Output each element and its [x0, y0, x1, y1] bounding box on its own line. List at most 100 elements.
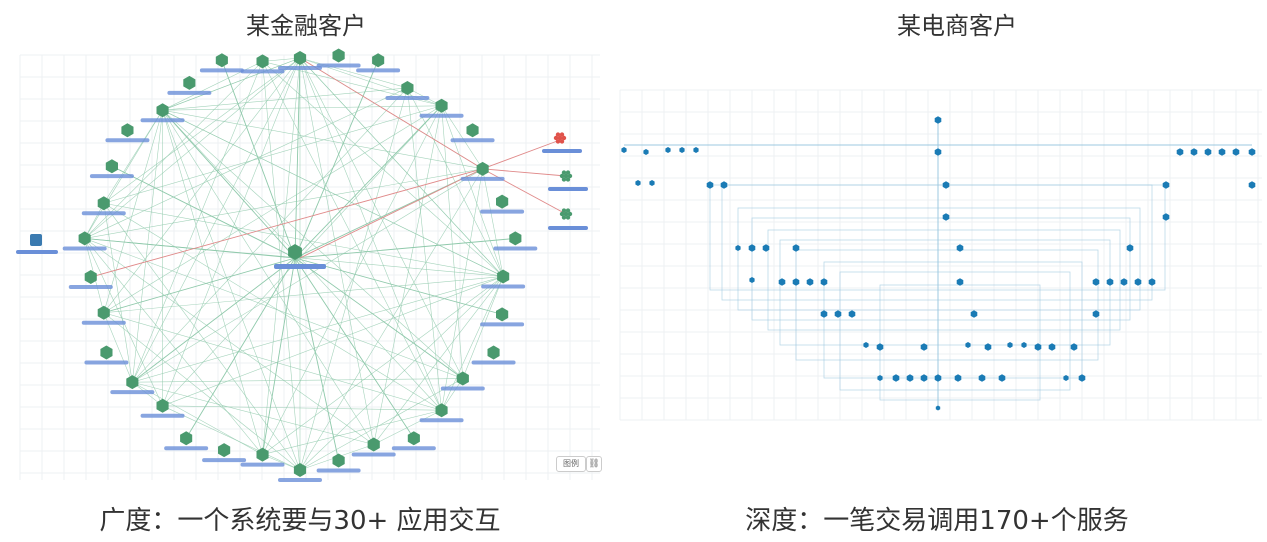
node-label-bar[interactable]: [16, 250, 58, 254]
service-node[interactable]: [293, 51, 307, 65]
node-label-bar[interactable]: [89, 174, 134, 179]
node-label-bar[interactable]: [202, 458, 247, 463]
service-node[interactable]: [97, 305, 110, 320]
call-node[interactable]: [998, 374, 1006, 382]
call-node[interactable]: [1148, 278, 1156, 286]
external-node[interactable]: [567, 211, 573, 217]
call-node[interactable]: [956, 278, 964, 286]
call-node[interactable]: [1232, 148, 1240, 156]
node-label-bar[interactable]: [440, 386, 485, 391]
call-node[interactable]: [876, 343, 884, 351]
external-node[interactable]: [561, 215, 567, 220]
call-node[interactable]: [1078, 374, 1086, 382]
call-node[interactable]: [954, 374, 962, 382]
service-node[interactable]: [407, 431, 420, 446]
node-label-bar[interactable]: [278, 66, 322, 70]
call-node[interactable]: [720, 181, 728, 189]
call-node[interactable]: [1106, 278, 1114, 286]
database-node[interactable]: [30, 234, 42, 246]
call-node[interactable]: [1218, 148, 1226, 156]
service-node[interactable]: [435, 403, 448, 418]
call-node[interactable]: [1048, 343, 1056, 351]
node-label-bar[interactable]: [68, 285, 113, 290]
node-label-bar[interactable]: [62, 246, 107, 251]
service-node[interactable]: [84, 270, 97, 284]
external-node[interactable]: [567, 173, 573, 179]
node-label-bar[interactable]: [81, 320, 126, 325]
call-node[interactable]: [792, 244, 800, 252]
call-node[interactable]: [820, 278, 828, 286]
node-label-bar[interactable]: [460, 176, 505, 181]
node-label-bar[interactable]: [316, 468, 361, 473]
call-node[interactable]: [792, 278, 800, 286]
service-node[interactable]: [496, 307, 509, 322]
call-node[interactable]: [1248, 148, 1256, 156]
call-node[interactable]: [820, 310, 828, 318]
call-node[interactable]: [920, 374, 928, 382]
external-node-red[interactable]: [555, 132, 561, 137]
node-label-bar[interactable]: [110, 390, 155, 395]
service-node[interactable]: [456, 371, 469, 386]
service-node[interactable]: [105, 159, 118, 174]
service-node[interactable]: [183, 75, 196, 90]
service-node[interactable]: [97, 196, 110, 211]
service-node[interactable]: [497, 269, 510, 284]
external-node[interactable]: [559, 211, 565, 217]
node-label-bar[interactable]: [542, 149, 582, 153]
call-node[interactable]: [1248, 181, 1256, 189]
call-node[interactable]: [1021, 342, 1027, 348]
external-node-red[interactable]: [553, 135, 559, 141]
external-node-red[interactable]: [555, 139, 561, 144]
node-label-bar[interactable]: [356, 68, 401, 73]
call-node[interactable]: [978, 374, 986, 382]
call-node[interactable]: [1126, 244, 1134, 252]
call-node[interactable]: [706, 181, 714, 189]
call-node[interactable]: [1120, 278, 1128, 286]
external-node-red[interactable]: [559, 139, 565, 144]
call-node[interactable]: [934, 374, 942, 382]
call-node[interactable]: [1204, 148, 1212, 156]
call-node[interactable]: [942, 213, 950, 221]
call-node[interactable]: [1092, 278, 1100, 286]
service-node[interactable]: [509, 231, 522, 246]
external-node[interactable]: [561, 208, 567, 213]
service-node[interactable]: [156, 103, 169, 118]
node-label-bar[interactable]: [84, 360, 129, 365]
node-label-bar[interactable]: [140, 118, 185, 123]
node-label-bar[interactable]: [240, 69, 285, 74]
service-node[interactable]: [372, 53, 385, 68]
call-node[interactable]: [679, 147, 685, 153]
external-node[interactable]: [563, 173, 569, 179]
node-label-bar[interactable]: [480, 209, 525, 214]
call-node[interactable]: [848, 310, 856, 318]
call-node[interactable]: [935, 405, 941, 411]
external-node[interactable]: [565, 177, 571, 182]
service-node[interactable]: [218, 443, 231, 458]
call-node[interactable]: [956, 244, 964, 252]
node-label-bar[interactable]: [199, 68, 244, 73]
external-node[interactable]: [559, 173, 565, 179]
external-node[interactable]: [565, 170, 571, 175]
node-label-bar[interactable]: [240, 462, 285, 467]
call-node[interactable]: [970, 310, 978, 318]
node-label-bar[interactable]: [481, 284, 526, 289]
node-label-bar[interactable]: [480, 322, 525, 327]
node-label-bar[interactable]: [316, 63, 361, 68]
node-label-bar[interactable]: [140, 413, 185, 418]
service-node[interactable]: [256, 447, 269, 462]
node-label-bar[interactable]: [81, 211, 126, 216]
call-node[interactable]: [643, 149, 649, 155]
call-node[interactable]: [693, 147, 699, 153]
call-node[interactable]: [984, 343, 992, 351]
call-node[interactable]: [1134, 278, 1142, 286]
call-node[interactable]: [649, 180, 655, 186]
service-node[interactable]: [476, 161, 489, 176]
legend-button[interactable]: 图例: [556, 456, 586, 472]
node-label-bar[interactable]: [278, 478, 322, 482]
node-label-bar[interactable]: [450, 138, 495, 143]
call-node[interactable]: [965, 342, 971, 348]
call-node[interactable]: [934, 116, 942, 124]
call-node[interactable]: [906, 374, 914, 382]
call-node[interactable]: [735, 245, 741, 251]
